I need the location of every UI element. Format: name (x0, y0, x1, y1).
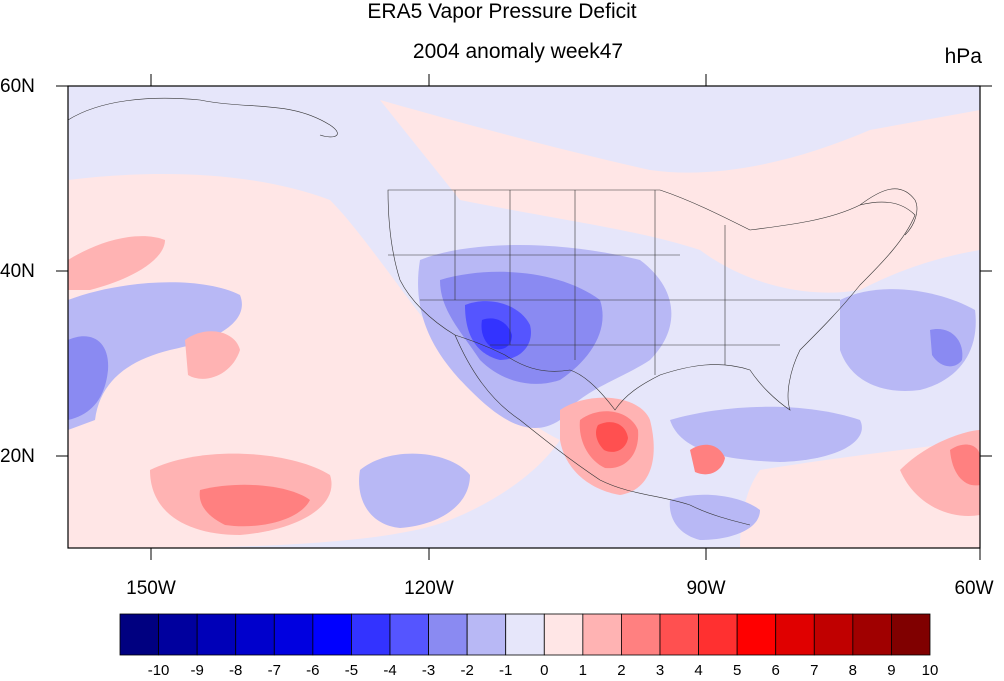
colorbar-swatch (698, 613, 738, 656)
colorbar-tick-label: -1 (499, 662, 513, 679)
neg-region-pacific-west (68, 282, 242, 430)
colorbar-tick-label: -10 (147, 662, 170, 679)
colorbar-tick-label: 10 (921, 662, 939, 679)
colorbar-swatch (235, 613, 275, 656)
lon-label-120w: 120W (404, 578, 454, 599)
colorbar-tick-label: 9 (887, 662, 896, 679)
colorbar-swatch (775, 613, 815, 656)
lat-label-60n: 60N (0, 76, 35, 97)
colorbar-swatch (273, 613, 314, 656)
map-title: ERA5 Vapor Pressure Deficit (367, 0, 637, 23)
colorbar-swatch (196, 613, 237, 656)
lat-ticks (56, 85, 992, 457)
colorbar-swatch (813, 613, 854, 656)
colorbar-tick-label: 2 (617, 662, 626, 679)
colorbar-swatch (505, 613, 545, 656)
map-field (67, 86, 980, 549)
lon-label-90w: 90W (686, 578, 726, 599)
colorbar-swatch (466, 613, 507, 656)
colorbar-swatch (736, 613, 777, 656)
colorbar-tick-label: 8 (848, 662, 858, 679)
colorbar-swatch (119, 613, 159, 656)
colorbar-swatch (891, 613, 931, 656)
coastline-north (67, 97, 338, 138)
map-frame (67, 85, 981, 549)
colorbar-swatch (621, 613, 661, 656)
coastline-east (859, 188, 918, 236)
colorbar-swatch (582, 613, 622, 656)
neg-region-east-pacific (359, 453, 470, 528)
lat-label-40n: 40N (0, 261, 35, 282)
neg-region-gulf (670, 406, 862, 462)
colorbar-tick-label: 1 (578, 662, 588, 679)
colorbar-tick-label: 6 (771, 662, 780, 679)
colorbar-swatch (852, 613, 892, 656)
colorbar-tick-label: 7 (810, 662, 819, 679)
coastline-mexico (454, 334, 751, 526)
pos-region-central-america (690, 444, 725, 475)
pos-region-mexico-deep (596, 422, 628, 452)
pos-region-pacific (68, 174, 560, 549)
colorbar-tick-label: -2 (460, 662, 474, 679)
colorbar-swatch (312, 613, 352, 656)
colorbar-swatch (428, 613, 468, 656)
colorbar-swatch (543, 613, 584, 656)
colorbar-tick-label: -7 (267, 662, 281, 679)
colorbar-swatch (389, 613, 429, 656)
neg-region-atlantic (840, 289, 976, 391)
colorbar-tick-label: 3 (655, 662, 665, 679)
lon-ticks (150, 74, 981, 560)
pos-region-north (380, 100, 980, 293)
pos-region-north-pacific (68, 236, 165, 290)
pos-region-pacific-mid (185, 331, 240, 379)
neg-region-pacific-west-core (68, 336, 109, 420)
colorbar-tick-label: -3 (421, 662, 436, 679)
colorbar-swatch (659, 613, 699, 656)
colorbar-tick-label: -6 (306, 662, 320, 679)
colorbar (119, 613, 931, 656)
colorbar-tick-label: -8 (229, 662, 243, 679)
colorbar-tick-label: 5 (732, 662, 742, 679)
pos-region-east-atlantic-core (950, 444, 980, 486)
units-label: hPa (944, 45, 982, 68)
colorbar-tick-label: -9 (190, 662, 204, 679)
pos-region-pacific-south-core (199, 484, 310, 527)
colorbar-swatch (351, 613, 391, 656)
colorbar-tick-label: -4 (383, 662, 397, 679)
neg-region-atlantic-core (930, 329, 963, 367)
lat-label-20n: 20N (0, 446, 35, 467)
colorbar-tick-label: 4 (694, 662, 703, 679)
colorbar-tick-label: -5 (344, 662, 359, 679)
neg-region-southwest-us-deep (481, 318, 512, 350)
colorbar-tick-label: 0 (540, 662, 549, 679)
lon-label-60w: 60W (954, 578, 994, 599)
map-subtitle: 2004 anomaly week47 (412, 40, 624, 63)
colorbar-swatch (158, 613, 198, 656)
lon-label-150w: 150W (126, 578, 176, 599)
